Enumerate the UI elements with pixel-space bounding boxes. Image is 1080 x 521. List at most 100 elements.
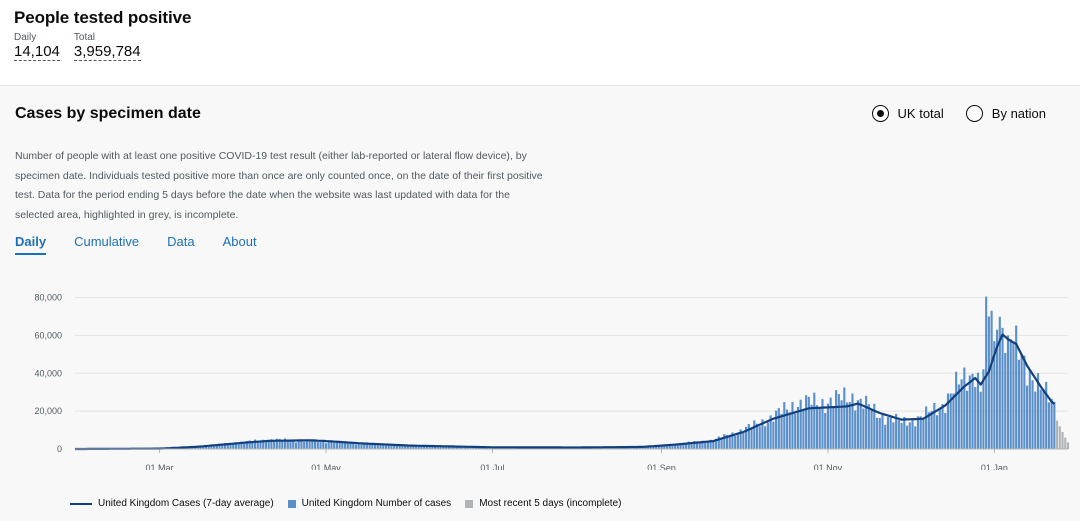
- incomplete-case-bar: [1067, 442, 1069, 449]
- daily-case-bar: [729, 437, 731, 449]
- daily-case-bar: [317, 442, 319, 449]
- daily-case-bar: [832, 407, 834, 449]
- daily-case-bar: [901, 423, 903, 449]
- daily-case-bar: [914, 426, 916, 449]
- daily-case-bar: [944, 413, 946, 449]
- daily-case-bar: [819, 408, 821, 449]
- radio-selected-dot: [877, 110, 884, 117]
- daily-case-bar: [295, 442, 297, 449]
- daily-case-bar: [1042, 389, 1044, 449]
- daily-case-bar: [699, 443, 701, 449]
- legend-label-incomplete: Most recent 5 days (incomplete): [479, 498, 621, 509]
- y-tick-label: 20,000: [34, 406, 62, 416]
- daily-case-bar: [1026, 386, 1028, 449]
- radio-uk-total-circle[interactable]: [872, 105, 889, 122]
- y-tick-label: 40,000: [34, 368, 62, 378]
- daily-case-bar: [816, 405, 818, 449]
- radio-by-nation[interactable]: By nation: [966, 105, 1046, 122]
- daily-case-bar: [273, 441, 275, 449]
- daily-case-bar: [892, 422, 894, 449]
- legend-bar-swatch: [288, 500, 296, 508]
- daily-case-bar: [772, 422, 774, 449]
- daily-value[interactable]: 14,104: [14, 43, 60, 61]
- daily-case-bar: [712, 442, 714, 449]
- daily-case-bar: [704, 442, 706, 449]
- daily-case-bar: [955, 372, 957, 449]
- daily-case-bar: [922, 419, 924, 449]
- y-tick-label: 60,000: [34, 330, 62, 340]
- x-tick-label: 01 Jul: [480, 463, 504, 470]
- legend-line-swatch: [70, 503, 92, 505]
- x-tick-label: 01 Mar: [146, 463, 174, 470]
- daily-case-bar: [865, 396, 867, 449]
- daily-case-bar: [802, 409, 804, 449]
- daily-case-bar: [783, 402, 785, 449]
- daily-case-bar: [1004, 353, 1006, 449]
- daily-case-bar: [349, 443, 351, 449]
- daily-case-bar: [1007, 335, 1009, 449]
- daily-case-bar: [917, 416, 919, 449]
- daily-case-bar: [1051, 399, 1053, 449]
- daily-case-bar: [939, 408, 941, 449]
- daily-case-bar: [871, 410, 873, 449]
- total-label: Total: [74, 32, 141, 43]
- daily-case-bar: [860, 399, 862, 449]
- total-stat: Total 3,959,784: [74, 32, 141, 61]
- daily-case-bar: [363, 444, 365, 449]
- daily-case-bar: [789, 412, 791, 449]
- daily-case-bar: [1048, 402, 1050, 449]
- radio-uk-total[interactable]: UK total: [872, 105, 944, 122]
- legend-item-cases: United Kingdom Number of cases: [288, 498, 452, 509]
- daily-case-bar: [991, 311, 993, 449]
- daily-case-bar: [753, 420, 755, 449]
- daily-case-bar: [928, 412, 930, 449]
- daily-case-bar: [243, 443, 245, 449]
- daily-case-bar: [259, 442, 261, 449]
- daily-case-bar: [385, 446, 387, 449]
- daily-case-bar: [966, 391, 968, 449]
- daily-case-bar: [849, 402, 851, 449]
- daily-case-bar: [851, 394, 853, 449]
- daily-case-bar: [936, 415, 938, 449]
- daily-case-bar: [846, 402, 848, 449]
- daily-case-bar: [235, 444, 237, 449]
- legend-item-average: United Kingdom Cases (7-day average): [70, 498, 274, 509]
- daily-case-bar: [824, 413, 826, 449]
- total-value[interactable]: 3,959,784: [74, 43, 141, 61]
- radio-uk-total-label: UK total: [898, 106, 944, 121]
- daily-case-bar: [377, 445, 379, 449]
- daily-case-bar: [898, 420, 900, 449]
- legend-incomplete-swatch: [465, 500, 473, 508]
- page-title: People tested positive: [14, 8, 191, 28]
- daily-case-bar: [767, 423, 769, 449]
- daily-case-bar: [328, 442, 330, 449]
- daily-case-bar: [1040, 390, 1042, 449]
- daily-case-bar: [805, 395, 807, 449]
- daily-case-bar: [281, 441, 283, 449]
- daily-case-bar: [925, 406, 927, 449]
- daily-case-bar: [813, 393, 815, 449]
- daily-case-bar: [811, 405, 813, 449]
- daily-case-bar: [311, 441, 313, 449]
- daily-stat: Daily 14,104: [14, 32, 60, 61]
- daily-case-bar: [909, 422, 911, 449]
- legend-label-cases: United Kingdom Number of cases: [302, 498, 452, 509]
- legend-label-average: United Kingdom Cases (7-day average): [98, 498, 274, 509]
- daily-case-bar: [830, 398, 832, 449]
- daily-case-bar: [906, 426, 908, 449]
- legend-item-incomplete: Most recent 5 days (incomplete): [465, 498, 621, 509]
- x-tick-label: 01 May: [311, 463, 341, 470]
- daily-case-bar: [775, 411, 777, 449]
- daily-case-bar: [974, 387, 976, 449]
- daily-case-bar: [1012, 343, 1014, 449]
- incomplete-case-bar: [1064, 438, 1066, 449]
- daily-case-bar: [794, 414, 796, 449]
- radio-by-nation-circle[interactable]: [966, 105, 983, 122]
- daily-case-bar: [791, 402, 793, 449]
- daily-case-bar: [963, 368, 965, 449]
- daily-case-bar: [764, 426, 766, 449]
- x-tick-label: 01 Jan: [981, 463, 1008, 470]
- daily-case-bar: [969, 375, 971, 449]
- daily-case-bar: [750, 428, 752, 449]
